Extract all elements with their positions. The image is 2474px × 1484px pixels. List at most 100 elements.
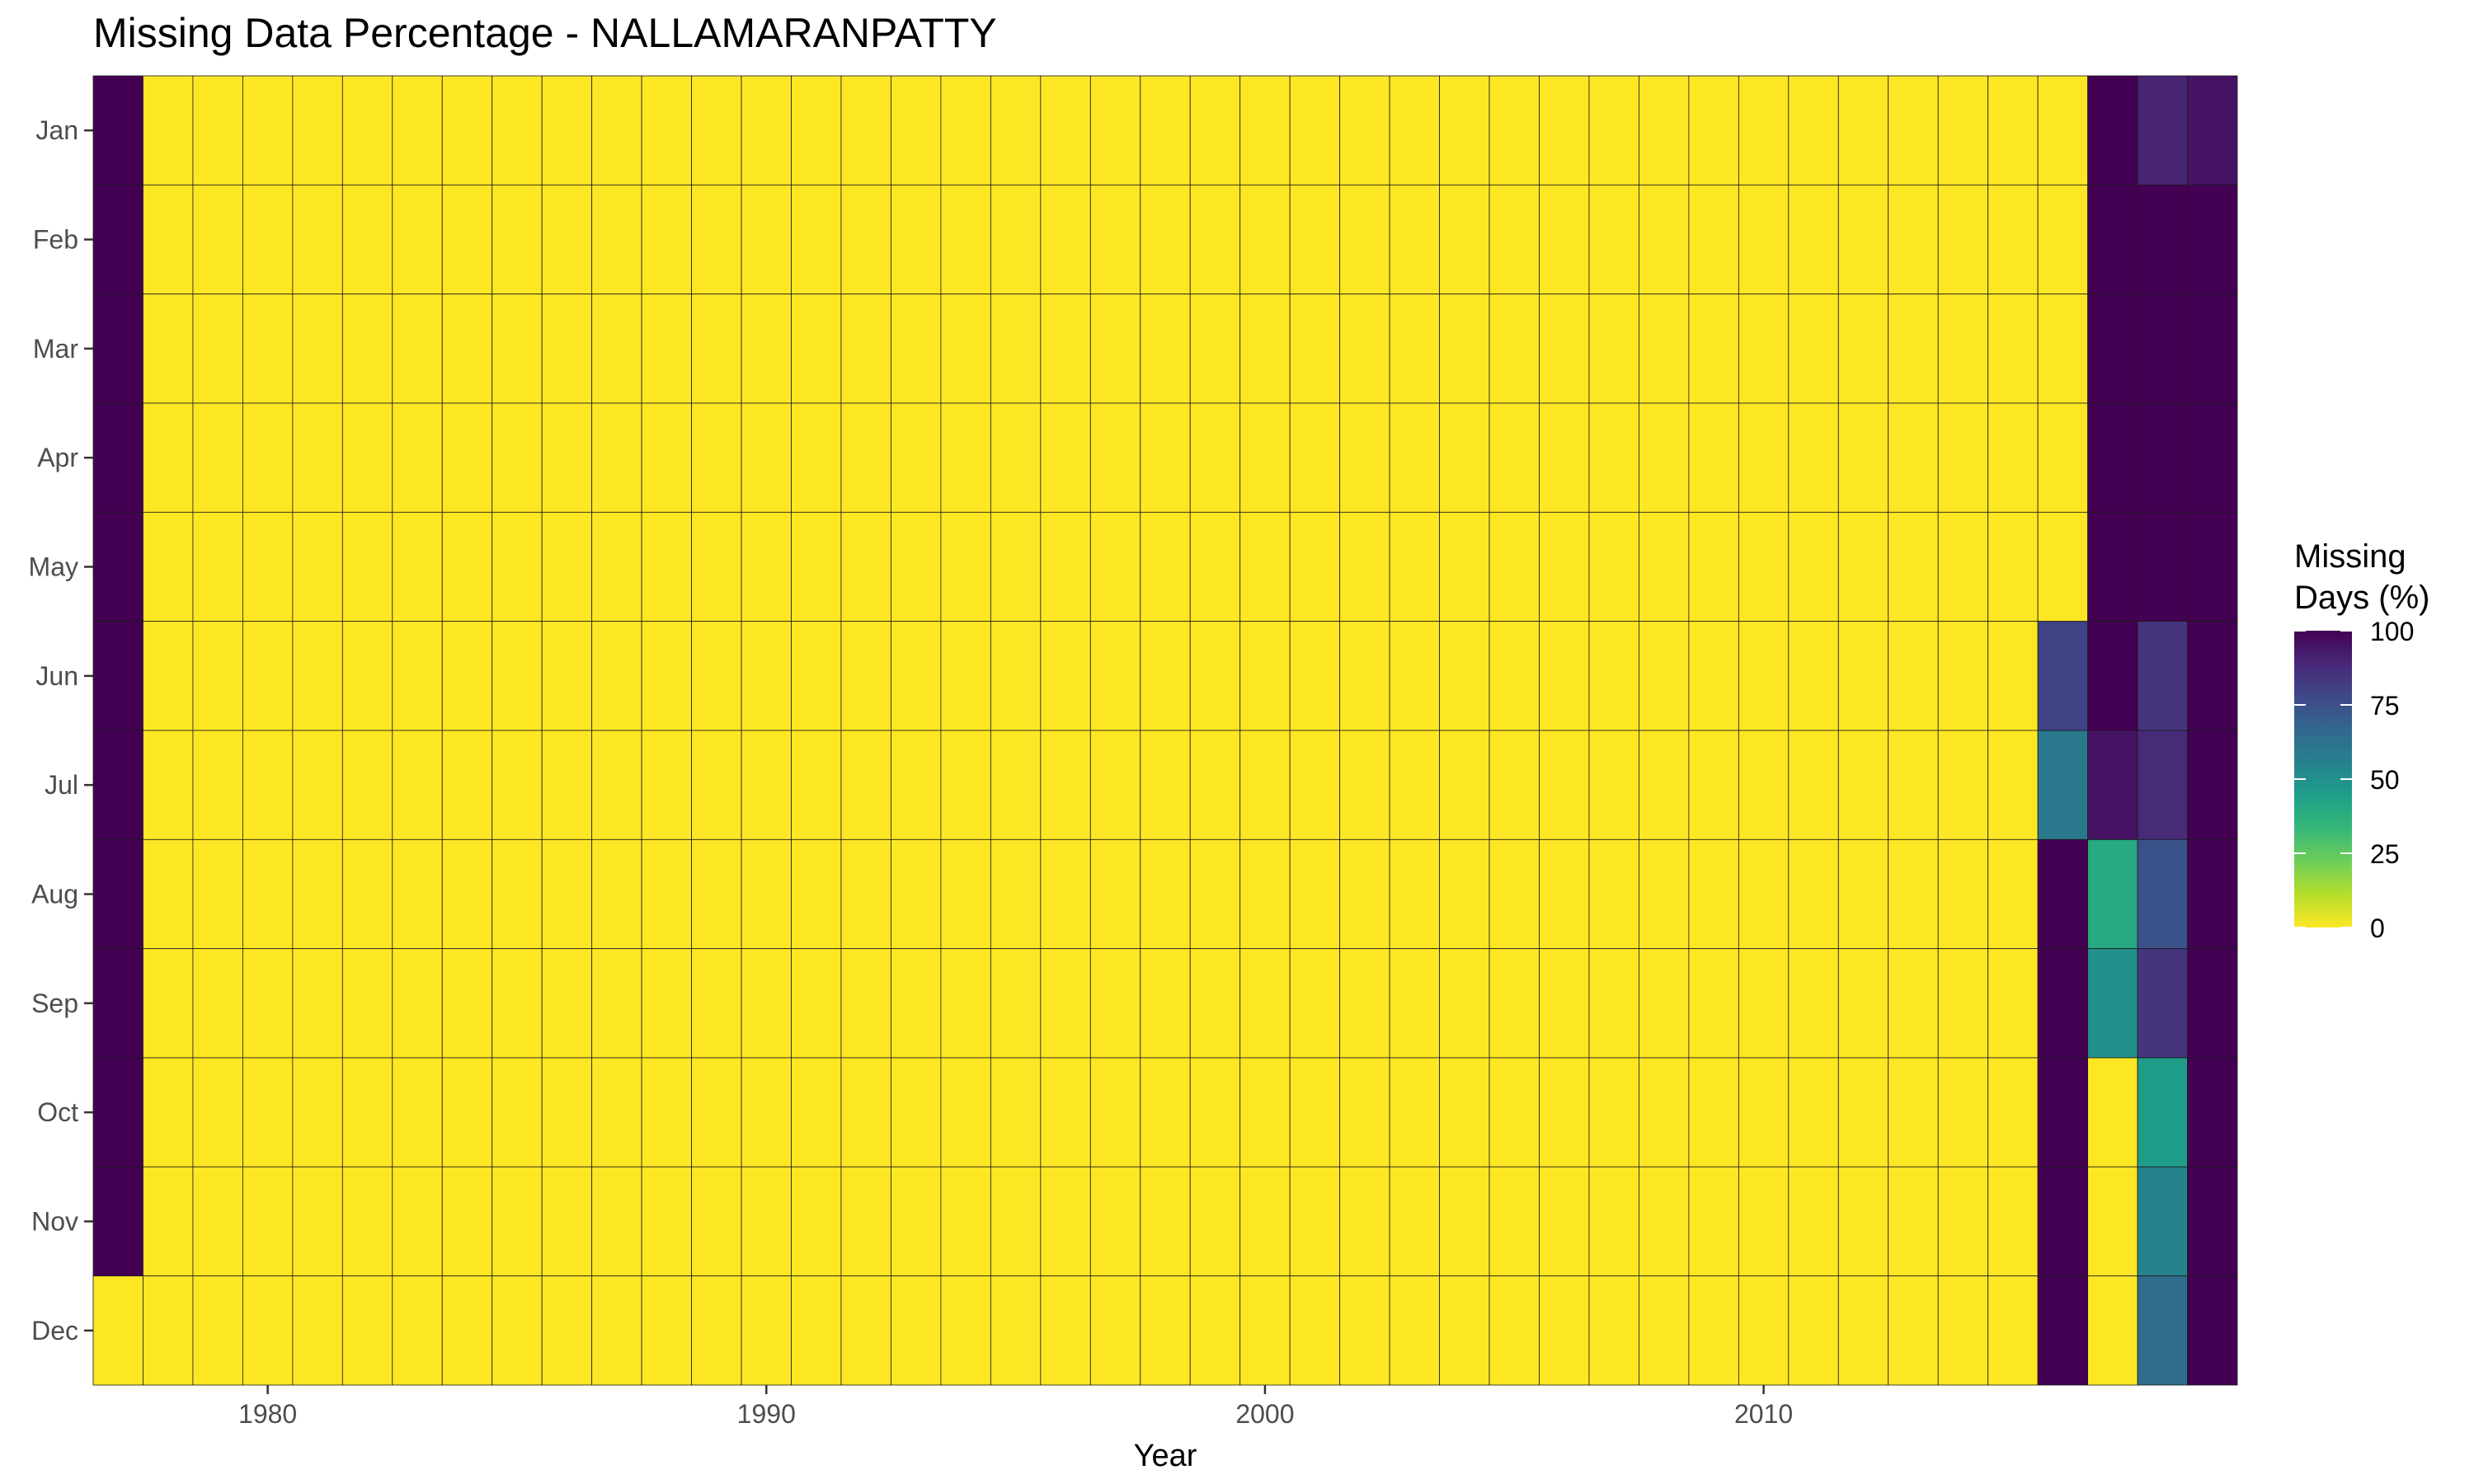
heatmap-cell-1992-feb: [840, 184, 891, 295]
heatmap-cell-1988-jul: [641, 730, 692, 840]
heatmap-cell-2001-aug: [1289, 838, 1341, 950]
heatmap-cell-1984-mar: [441, 294, 493, 404]
heatmap-cell-1985-dec: [492, 1275, 543, 1386]
heatmap-cell-1977-may: [92, 511, 143, 622]
heatmap-cell-1997-apr: [1089, 402, 1141, 513]
heatmap-cell-2009-apr: [1688, 402, 1739, 513]
heatmap-cell-1998-may: [1140, 511, 1191, 622]
heatmap-cell-1997-oct: [1089, 1057, 1141, 1167]
y-axis: Jan Feb Mar Apr May Jun Jul Aug Sep Oct Nov Dec: [29, 115, 93, 1345]
heatmap-cell-2001-nov: [1289, 1166, 1341, 1277]
heatmap-cell-1985-may: [492, 511, 543, 622]
heatmap-cell-2006-jul: [1539, 730, 1590, 840]
heatmap-cell-2015-may: [1987, 511, 2039, 622]
heatmap-cell-2004-apr: [1439, 402, 1490, 513]
heatmap-cell-1993-feb: [891, 184, 942, 295]
heatmap-cell-2003-jun: [1389, 621, 1440, 731]
heatmap-cell-1987-jul: [591, 730, 642, 840]
heatmap-cell-1998-mar: [1140, 294, 1191, 404]
heatmap-cell-1996-feb: [1040, 184, 1091, 295]
heatmap-cell-2012-apr: [1837, 402, 1889, 513]
heatmap-cell-1982-jul: [341, 730, 393, 840]
heatmap-cell-1979-dec: [192, 1275, 243, 1386]
heatmap-cell-1983-mar: [392, 294, 443, 404]
heatmap-cell-1983-jan: [392, 75, 443, 186]
heatmap-cell-2001-dec: [1289, 1275, 1341, 1386]
heatmap-cell-2009-jun: [1688, 621, 1739, 731]
heatmap-cell-1983-feb: [392, 184, 443, 295]
heatmap-cell-1980-feb: [242, 184, 294, 295]
heatmap-cell-1992-dec: [840, 1275, 891, 1386]
heatmap-cell-2017-apr: [2087, 402, 2138, 513]
heatmap-cell-2010-jan: [1738, 75, 1790, 186]
heatmap-cell-1989-jul: [691, 730, 742, 840]
heatmap-cell-1982-oct: [341, 1057, 393, 1167]
heatmap-cell-1993-mar: [891, 294, 942, 404]
heatmap-cell-1997-jun: [1089, 621, 1141, 731]
heatmap-cell-1995-jun: [990, 621, 1042, 731]
heatmap-cell-2018-apr: [2137, 402, 2188, 513]
heatmap-cell-1981-dec: [292, 1275, 343, 1386]
heatmap-cell-1986-sep: [541, 948, 593, 1059]
heatmap-cell-1991-feb: [791, 184, 842, 295]
heatmap-cell-2017-dec: [2087, 1275, 2138, 1386]
heatmap-cell-2007-apr: [1588, 402, 1639, 513]
heatmap-cell-2007-jul: [1588, 730, 1639, 840]
legend-tick-label-0: 0: [2370, 913, 2385, 943]
heatmap-cell-1997-mar: [1089, 294, 1141, 404]
heatmap-cell-2016-oct: [2037, 1057, 2089, 1167]
heatmap-cell-1996-aug: [1040, 838, 1091, 950]
heatmap-cell-1994-jul: [940, 730, 991, 840]
heatmap-cell-1998-feb: [1140, 184, 1191, 295]
y-tick-label-aug: Aug: [31, 880, 78, 909]
heatmap-cell-1980-aug: [242, 838, 294, 950]
heatmap-cell-2000-oct: [1239, 1057, 1291, 1167]
heatmap-cell-2014-dec: [1937, 1275, 1989, 1386]
heatmap-cell-1990-dec: [741, 1275, 792, 1386]
heatmap-cell-2013-nov: [1888, 1166, 1939, 1277]
heatmap-cell-2001-jun: [1289, 621, 1341, 731]
heatmap-cell-1991-apr: [791, 402, 842, 513]
heatmap-cell-2013-sep: [1888, 948, 1939, 1059]
heatmap-cell-1977-aug: [92, 838, 143, 950]
heatmap-cell-2018-jan: [2137, 75, 2188, 186]
heatmap-cell-1995-aug: [990, 838, 1042, 950]
heatmap-cell-1978-nov: [143, 1166, 194, 1277]
heatmap-cell-1999-oct: [1189, 1057, 1241, 1167]
heatmap-cell-1981-mar: [292, 294, 343, 404]
heatmap-cell-1998-aug: [1140, 838, 1191, 950]
heatmap-cell-1996-apr: [1040, 402, 1091, 513]
heatmap-cell-2010-nov: [1738, 1166, 1790, 1277]
heatmap-cell-1991-jun: [791, 621, 842, 731]
heatmap-cell-1979-nov: [192, 1166, 243, 1277]
heatmap-cell-1984-apr: [441, 402, 493, 513]
heatmap-cell-2005-jun: [1489, 621, 1540, 731]
heatmap-cell-2014-jan: [1937, 75, 1989, 186]
heatmap-cell-2015-jun: [1987, 621, 2039, 731]
y-tick-label-jan: Jan: [35, 115, 78, 145]
heatmap-cell-1989-jun: [691, 621, 742, 731]
heatmap-cell-2015-apr: [1987, 402, 2039, 513]
heatmap-cell-1997-aug: [1089, 838, 1141, 950]
heatmap-cell-2009-feb: [1688, 184, 1739, 295]
heatmap-cell-1988-oct: [641, 1057, 692, 1167]
legend-tick-label-25: 25: [2370, 839, 2400, 869]
heatmap-cell-2016-apr: [2037, 402, 2089, 513]
heatmap-cell-1979-oct: [192, 1057, 243, 1167]
heatmap-cell-2006-mar: [1539, 294, 1590, 404]
heatmap-cell-2003-mar: [1389, 294, 1440, 404]
heatmap-cell-1989-sep: [691, 948, 742, 1059]
heatmap-cell-1978-jan: [143, 75, 194, 186]
heatmap-cell-2013-oct: [1888, 1057, 1939, 1167]
heatmap-cell-2004-jul: [1439, 730, 1490, 840]
x-tick-label-1990: 1990: [737, 1399, 796, 1429]
heatmap-cell-2017-nov: [2087, 1166, 2138, 1277]
heatmap-cell-1998-jul: [1140, 730, 1191, 840]
heatmap-cell-1981-feb: [292, 184, 343, 295]
heatmap-cell-1985-oct: [492, 1057, 543, 1167]
chart-title: Missing Data Percentage - NALLAMARANPATT…: [93, 10, 997, 56]
y-tick-label-apr: Apr: [37, 443, 78, 472]
heatmap-cell-1977-dec: [92, 1275, 143, 1386]
heatmap-cell-2009-aug: [1688, 838, 1739, 950]
